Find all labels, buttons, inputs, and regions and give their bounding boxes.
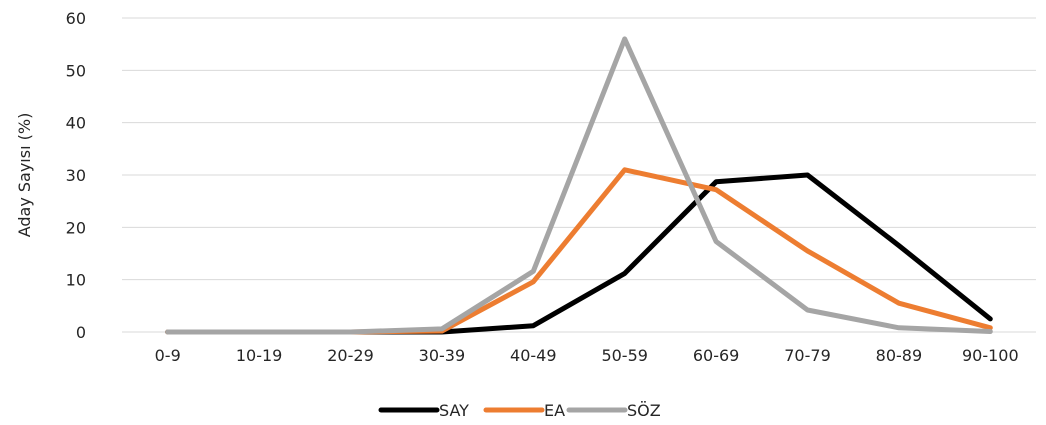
y-tick-label: 0	[76, 323, 86, 342]
legend-label: EA	[544, 401, 565, 420]
legend-label: SAY	[439, 401, 469, 420]
y-tick-label: 40	[66, 114, 86, 133]
x-axis-ticks: 0-9 10-19 20-29 30-39 40-49 50-59 60-69 70-79 80…	[155, 346, 1019, 365]
series-line-ea	[165, 167, 993, 335]
x-tick-label: 80-89	[876, 346, 923, 365]
series-line-say	[165, 172, 993, 335]
gridlines	[122, 17, 1036, 333]
x-tick-label: 90-100	[962, 346, 1019, 365]
series-lines	[165, 36, 993, 335]
x-tick-label: 10-19	[236, 346, 283, 365]
x-tick-label: 50-59	[601, 346, 648, 365]
y-tick-label: 60	[66, 9, 86, 28]
x-tick-label: 60-69	[693, 346, 740, 365]
y-tick-label: 50	[66, 61, 86, 80]
x-tick-label: 30-39	[419, 346, 466, 365]
series-line-söz	[165, 36, 993, 335]
y-tick-label: 30	[66, 166, 86, 185]
y-axis-ticks: 0 10 20 30 40 50 60	[66, 9, 86, 342]
y-axis-title: Aday Sayısı (%)	[15, 113, 34, 238]
x-tick-label: 20-29	[327, 346, 374, 365]
x-tick-label: 0-9	[155, 346, 181, 365]
y-tick-label: 10	[66, 271, 86, 290]
x-tick-label: 40-49	[510, 346, 557, 365]
legend: SAY EA SÖZ	[378, 401, 661, 420]
x-tick-label: 70-79	[784, 346, 831, 365]
legend-label: SÖZ	[627, 401, 661, 420]
y-tick-label: 20	[66, 218, 86, 237]
